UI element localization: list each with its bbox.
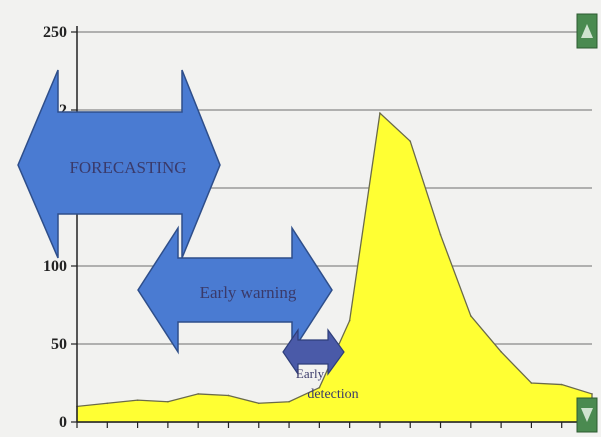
data-point-8	[318, 386, 321, 389]
data-point-3	[167, 400, 169, 403]
data-point-13	[470, 315, 472, 317]
data-point-17	[591, 393, 593, 395]
data-point-16	[560, 383, 563, 386]
forecasting-label: FORECASTING	[69, 158, 186, 177]
early-detection-sub-label: detection	[307, 387, 358, 402]
data-point-7	[288, 400, 290, 403]
data-point-12	[439, 234, 442, 236]
y-tick-label-0: 0	[59, 414, 67, 431]
data-point-6	[257, 402, 260, 405]
data-point-11	[409, 140, 412, 142]
data-point-15	[530, 382, 533, 384]
early-warning-label: Early warning	[200, 283, 297, 302]
y-tick-label-100: 100	[43, 258, 67, 275]
y-tick-label-250: 250	[43, 24, 67, 41]
scroll-down-icon[interactable]	[576, 397, 598, 433]
data-point-4	[197, 393, 199, 395]
data-point-2	[136, 399, 139, 401]
x-ticks	[76, 422, 593, 428]
early-detection-arrow: Early detection	[282, 328, 359, 402]
data-point-10	[379, 112, 381, 114]
y-tick-label-200: 2	[59, 102, 67, 119]
scroll-up-icon[interactable]	[576, 13, 598, 49]
early-warning-arrow: Early warning	[137, 225, 333, 355]
data-point-5	[227, 394, 230, 397]
axes	[76, 26, 592, 423]
data-point-1	[106, 402, 109, 405]
early-detection-label: Early	[296, 366, 325, 381]
forecasting-arrow: FORECASTING	[17, 69, 221, 259]
y-tick-labels: 0 50 100 2 250	[43, 24, 77, 431]
data-point-9	[348, 319, 351, 322]
y-tick-label-50: 50	[51, 336, 67, 353]
data-point-14	[500, 351, 502, 353]
